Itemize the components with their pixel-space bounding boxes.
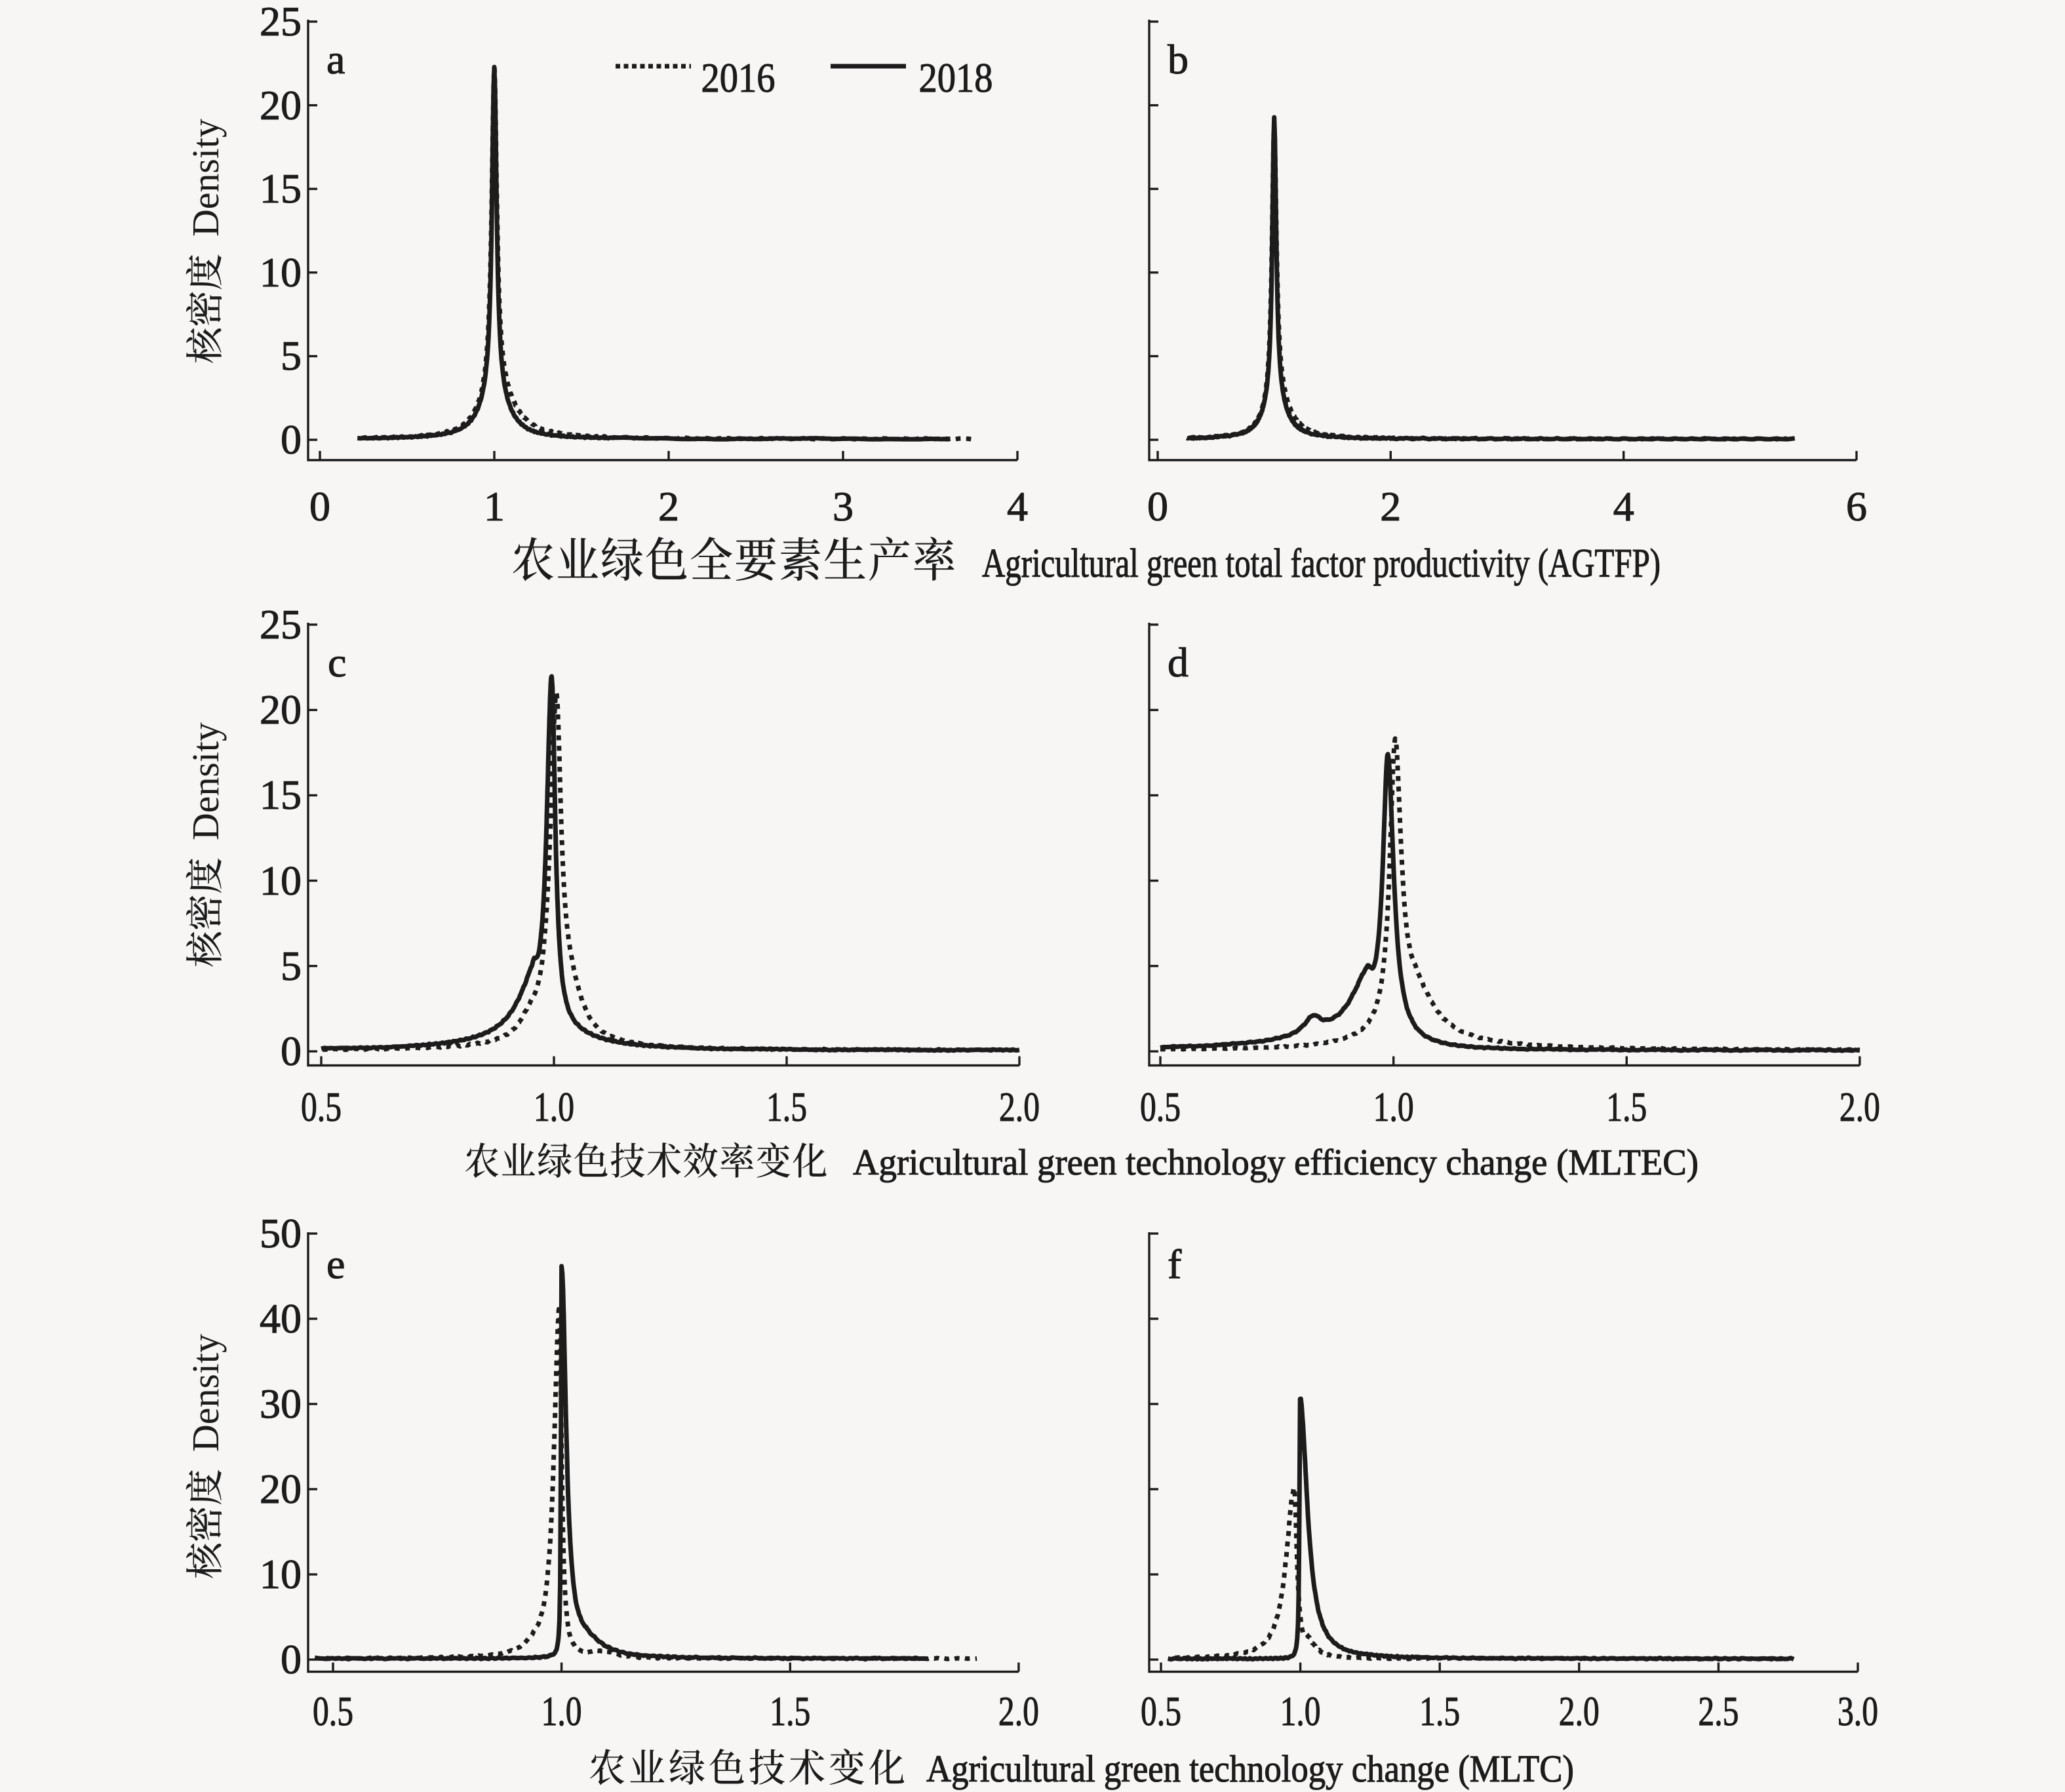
svg-text:1.5: 1.5 xyxy=(1606,1083,1647,1130)
svg-text:25: 25 xyxy=(260,0,302,45)
svg-text:d: d xyxy=(1168,639,1189,686)
svg-text:4: 4 xyxy=(1613,483,1634,530)
svg-text:10: 10 xyxy=(260,857,302,904)
svg-text:2018: 2018 xyxy=(919,54,993,101)
svg-text:0: 0 xyxy=(281,1028,302,1074)
svg-text:15: 15 xyxy=(260,165,302,212)
svg-text:10: 10 xyxy=(260,1551,302,1597)
svg-text:c: c xyxy=(328,639,346,686)
svg-text:1.0: 1.0 xyxy=(1373,1083,1414,1130)
svg-text:1.0: 1.0 xyxy=(1280,1688,1321,1734)
svg-text:4: 4 xyxy=(1007,483,1028,530)
svg-text:e: e xyxy=(326,1241,345,1287)
svg-text:2.0: 2.0 xyxy=(1559,1688,1600,1734)
svg-text:2.0: 2.0 xyxy=(1839,1083,1880,1130)
svg-text:0.5: 0.5 xyxy=(301,1083,342,1130)
svg-text:1.0: 1.0 xyxy=(541,1688,582,1734)
svg-text:Density: Density xyxy=(184,722,227,840)
svg-text:10: 10 xyxy=(260,249,302,296)
svg-text:0: 0 xyxy=(1147,483,1168,530)
svg-text:15: 15 xyxy=(260,771,302,818)
svg-text:f: f xyxy=(1168,1241,1182,1287)
svg-text:a: a xyxy=(326,36,345,83)
svg-text:2: 2 xyxy=(658,483,679,530)
svg-text:5: 5 xyxy=(281,332,302,379)
svg-text:2.5: 2.5 xyxy=(1698,1688,1739,1734)
svg-text:30: 30 xyxy=(260,1380,302,1427)
svg-text:Agricultural green technology: Agricultural green technology efficiency… xyxy=(853,1142,1699,1183)
svg-text:50: 50 xyxy=(260,1210,302,1256)
svg-text:20: 20 xyxy=(260,1466,302,1512)
svg-text:1: 1 xyxy=(484,483,505,530)
svg-text:1.0: 1.0 xyxy=(534,1083,574,1130)
svg-text:2: 2 xyxy=(1380,483,1401,530)
svg-text:0.5: 0.5 xyxy=(1141,1688,1181,1734)
svg-text:3: 3 xyxy=(833,483,854,530)
svg-text:Agricultural green technology: Agricultural green technology change (ML… xyxy=(926,1747,1574,1790)
svg-text:6: 6 xyxy=(1846,483,1867,530)
svg-text:b: b xyxy=(1168,36,1189,83)
svg-text:1.5: 1.5 xyxy=(1419,1688,1460,1734)
svg-text:3.0: 3.0 xyxy=(1838,1688,1878,1734)
svg-text:2016: 2016 xyxy=(701,54,776,101)
svg-text:5: 5 xyxy=(281,943,302,989)
svg-text:0: 0 xyxy=(281,1636,302,1683)
svg-text:0.5: 0.5 xyxy=(313,1688,353,1734)
svg-text:2.0: 2.0 xyxy=(999,1083,1040,1130)
svg-text:20: 20 xyxy=(260,82,302,128)
svg-text:0: 0 xyxy=(309,483,330,530)
svg-text:Density: Density xyxy=(184,119,227,237)
svg-text:2.0: 2.0 xyxy=(998,1688,1039,1734)
svg-text:20: 20 xyxy=(260,686,302,733)
svg-text:1.5: 1.5 xyxy=(766,1083,807,1130)
svg-text:0: 0 xyxy=(281,416,302,463)
svg-text:40: 40 xyxy=(260,1295,302,1342)
svg-text:1.5: 1.5 xyxy=(770,1688,810,1734)
svg-text:0.5: 0.5 xyxy=(1140,1083,1181,1130)
svg-text:Density: Density xyxy=(184,1334,227,1452)
svg-text:25: 25 xyxy=(260,601,302,648)
svg-text:Agricultural green total facto: Agricultural green total factor producti… xyxy=(982,541,1661,586)
